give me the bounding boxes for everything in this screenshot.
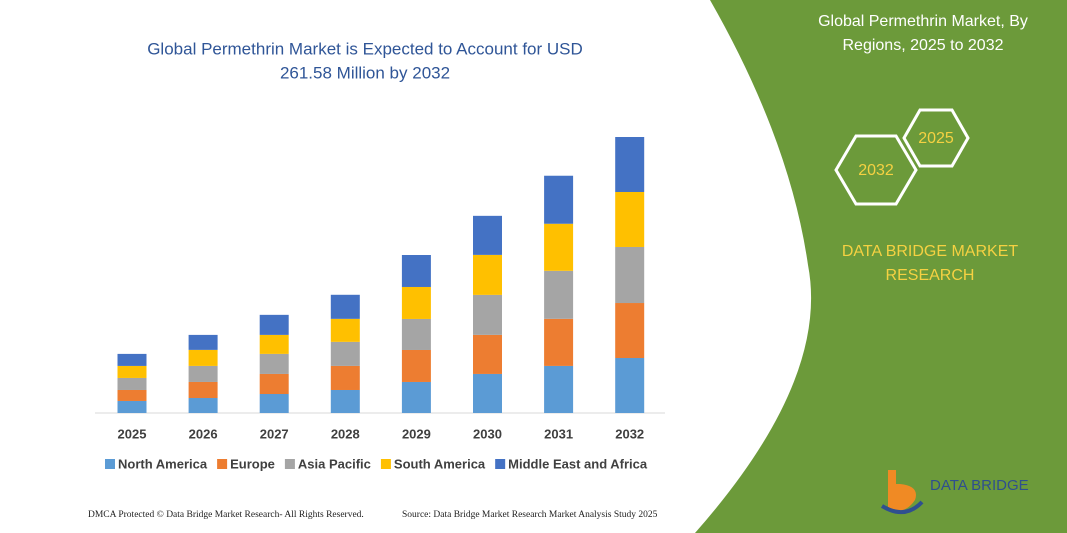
bar-segment [473,373,502,413]
panel-title: Regions, 2025 to 2032 [842,37,1003,54]
brand-text: DATA BRIDGE MARKET [842,243,1019,260]
bar-segment [401,254,431,287]
bar-segment [330,341,360,366]
bar-segment [259,353,289,374]
bar-segment [615,246,645,304]
x-tick-label: 2030 [473,426,502,441]
hexagon [902,108,970,168]
legend-swatch [284,459,295,469]
bar-segment [615,358,645,413]
bar-segment [401,381,431,413]
legend-swatch [105,459,115,469]
bar-segment [259,394,289,413]
bar-segment [188,349,218,366]
x-tick-label: 2025 [118,426,147,441]
bar-segment [259,314,289,335]
bar-segment [330,294,360,319]
chart-title: 261.58 Million by 2032 [280,63,450,82]
bar-segment [330,389,360,413]
bar-segment [259,373,289,395]
panel-title: Global Permethrin Market, By [818,13,1028,30]
bar-segment [473,334,502,374]
bar-segment [401,286,431,319]
bar-segment [117,377,147,390]
logo-mark [888,470,916,512]
hex-label: 2032 [858,162,894,179]
bar-segment [615,303,645,359]
bar-segment [544,175,574,224]
chart-title: Global Permethrin Market is Expected to … [147,39,583,58]
bar-segment [544,365,574,413]
bar-segment [117,353,147,366]
logo-text: DATA BRIDGE [930,477,1029,494]
x-tick-label: 2027 [260,426,289,441]
legend-swatch [217,459,228,469]
legend-swatch [380,459,391,469]
hex-label: 2025 [918,130,954,147]
bar-segment [188,381,218,399]
bar-segment [544,318,574,366]
bar-segment [473,294,502,335]
x-tick-label: 2029 [402,426,431,441]
bar-segment [188,365,218,382]
bar-segment [615,137,645,192]
bar-segment [188,334,218,350]
logo-mark [880,500,924,514]
bar-segment [473,254,502,295]
bar-segment [330,365,360,390]
bar-segment [117,365,147,378]
bar-segment [259,334,289,354]
side-panel-bg [695,0,1067,533]
brand-text: RESEARCH [886,267,975,284]
footer-left: DMCA Protected © Data Bridge Market Rese… [88,509,364,520]
hexagon [834,134,918,206]
legend-swatch [495,459,506,469]
bar-segment [188,398,218,413]
legend-label: Asia Pacific [298,456,371,471]
bar-segment [544,223,574,271]
bar-segment [401,318,431,350]
bar-segment [117,400,147,413]
x-tick-label: 2032 [615,426,644,441]
x-tick-label: 2028 [331,426,360,441]
legend-label: South America [394,456,486,471]
bar-segment [615,191,645,247]
bar-segment [473,215,502,255]
legend-label: North America [118,456,208,471]
x-tick-label: 2031 [544,426,573,441]
bar-segment [117,389,147,401]
x-tick-label: 2026 [189,426,218,441]
bar-segment [401,349,431,382]
bar-segment [544,270,574,319]
footer-right: Source: Data Bridge Market Research Mark… [402,510,658,520]
logo: DATA BRIDGE [880,470,1029,514]
legend-label: Europe [230,456,275,471]
legend-label: Middle East and Africa [508,456,648,471]
bar-segment [330,318,360,342]
